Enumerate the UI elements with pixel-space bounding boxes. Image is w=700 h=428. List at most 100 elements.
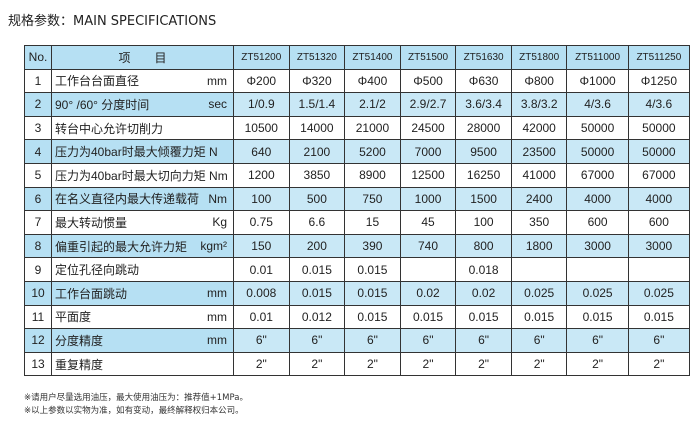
table-cell: 24500	[399, 115, 457, 141]
table-cell: 2"	[627, 351, 691, 377]
row-item: 90° /60° 分度时间 sec	[51, 92, 234, 117]
table-cell: 0.015	[344, 257, 401, 282]
row-no: 7	[24, 210, 52, 235]
table-cell: 0.018	[455, 257, 512, 282]
table-cell: 3.6/3.4	[455, 92, 512, 117]
table-cell: Φ500	[399, 68, 457, 94]
row-item: 重复精度	[51, 351, 234, 377]
table-cell	[566, 257, 629, 282]
row-item: 压力为40bar时最大切向力矩 Nm	[51, 162, 234, 188]
table-cell: Φ1000	[566, 68, 629, 94]
table-row: 11 平面度 mm 0.01 0.012 0.015 0.015 0.015 0.015 0.01…	[24, 304, 691, 330]
header-model: ZT511000	[566, 45, 629, 70]
table-cell: 3850	[288, 162, 346, 188]
item-label: 转台中心允许切削力	[55, 121, 164, 136]
table-cell: 6"	[566, 328, 629, 353]
item-unit: mm	[207, 309, 227, 324]
table-cell: 750	[344, 186, 401, 212]
table-cell: 2"	[399, 351, 457, 377]
header-model: ZT51800	[510, 45, 568, 70]
item-unit: sec	[208, 97, 227, 112]
item-label: 工作台台面直径	[55, 74, 140, 89]
table-cell: 21000	[344, 115, 401, 141]
item-unit: kgm²	[200, 238, 227, 253]
table-cell: 6"	[510, 328, 568, 353]
table-cell: 2100	[288, 139, 346, 164]
row-item: 在名义直径内最大传递载荷 Nm	[51, 186, 234, 212]
table-cell: 14000	[288, 115, 346, 141]
item-label: 90° /60° 分度时间	[55, 97, 150, 112]
row-no: 4	[24, 139, 52, 164]
table-cell: 150	[233, 233, 290, 259]
table-cell: 45	[399, 210, 457, 235]
table-cell: 800	[455, 233, 512, 259]
table-row: 8 偏重引起的最大允许力矩 kgm² 150 200 390 740 800 1800 3000 3…	[24, 233, 691, 259]
table-cell: 50000	[627, 139, 691, 164]
table-cell: 4000	[627, 186, 691, 212]
header-no: No.	[24, 45, 52, 70]
table-cell: 6"	[288, 328, 346, 353]
table-cell	[399, 257, 457, 282]
table-row: 3 转台中心允许切削力 10500 14000 21000 24500 28000 42000…	[24, 115, 691, 141]
table-cell: 1500	[455, 186, 512, 212]
table-cell: 1200	[233, 162, 290, 188]
table-cell: Φ400	[344, 68, 401, 94]
table-cell: 0.012	[288, 304, 346, 330]
item-label: 偏重引起的最大允许力矩	[55, 239, 188, 254]
header-model: ZT51320	[288, 45, 346, 70]
table-row: 7 最大转动惯量 Kg 0.75 6.6 15 45 100 350 600 600	[24, 210, 691, 235]
table-cell: 9500	[455, 139, 512, 164]
table-cell: 15	[344, 210, 401, 235]
table-cell: 2"	[455, 351, 512, 377]
table-cell: Φ800	[510, 68, 568, 94]
row-item: 最大转动惯量 Kg	[51, 210, 234, 235]
table-cell: 6"	[455, 328, 512, 353]
item-label: 分度精度	[55, 333, 104, 348]
row-item: 分度精度 mm	[51, 328, 234, 353]
table-row: 1 工作台台面直径 mm Φ200 Φ320 Φ400 Φ500 Φ630 Φ800 Φ1000 Φ…	[24, 68, 691, 94]
table-cell: 50000	[566, 115, 629, 141]
header-item: 项 目	[51, 45, 234, 70]
table-cell: 0.025	[627, 280, 691, 306]
table-cell: 6"	[233, 328, 290, 353]
table-cell: 3000	[566, 233, 629, 259]
row-no: 6	[24, 186, 52, 212]
table-cell: 0.015	[510, 304, 568, 330]
table-cell: 0.025	[566, 280, 629, 306]
item-label: 重复精度	[55, 357, 104, 372]
header-model: ZT51200	[233, 45, 290, 70]
item-label: 平面度	[55, 310, 92, 325]
item-unit: mm	[207, 73, 227, 88]
table-cell: 1.5/1.4	[288, 92, 346, 117]
table-cell: Φ630	[455, 68, 512, 94]
item-label: 压力为40bar时最大倾覆力矩 N	[55, 145, 218, 160]
table-cell: 600	[566, 210, 629, 235]
table-cell: 0.015	[288, 257, 346, 282]
table-cell: Φ320	[288, 68, 346, 94]
row-no: 12	[24, 328, 52, 353]
table-cell: 0.025	[510, 280, 568, 306]
table-cell: 500	[288, 186, 346, 212]
table-cell: 28000	[455, 115, 512, 141]
table-cell: 740	[399, 233, 457, 259]
header-model: ZT51400	[344, 45, 401, 70]
table-cell: 8900	[344, 162, 401, 188]
page-title: 规格参数：MAIN SPECIFICATIONS	[8, 14, 217, 29]
table-cell: 10500	[233, 115, 290, 141]
row-item: 偏重引起的最大允许力矩 kgm²	[51, 233, 234, 259]
table-cell: 67000	[627, 162, 691, 188]
item-label: 压力为40bar时最大切向力矩 Nm	[55, 168, 228, 183]
table-cell: 0.015	[399, 304, 457, 330]
table-cell: 600	[627, 210, 691, 235]
table-cell: Φ200	[233, 68, 290, 94]
row-item: 转台中心允许切削力	[51, 115, 234, 141]
table-cell: 3000	[627, 233, 691, 259]
table-cell: 0.01	[233, 304, 290, 330]
row-item: 定位孔径向跳动	[51, 257, 234, 282]
table-row: 12 分度精度 mm 6" 6" 6" 6" 6" 6" 6" 6"	[24, 328, 691, 353]
item-unit: Kg	[212, 215, 227, 230]
table-cell: 41000	[510, 162, 568, 188]
table-cell: 390	[344, 233, 401, 259]
table-cell: 0.015	[288, 280, 346, 306]
row-no: 5	[24, 162, 52, 188]
